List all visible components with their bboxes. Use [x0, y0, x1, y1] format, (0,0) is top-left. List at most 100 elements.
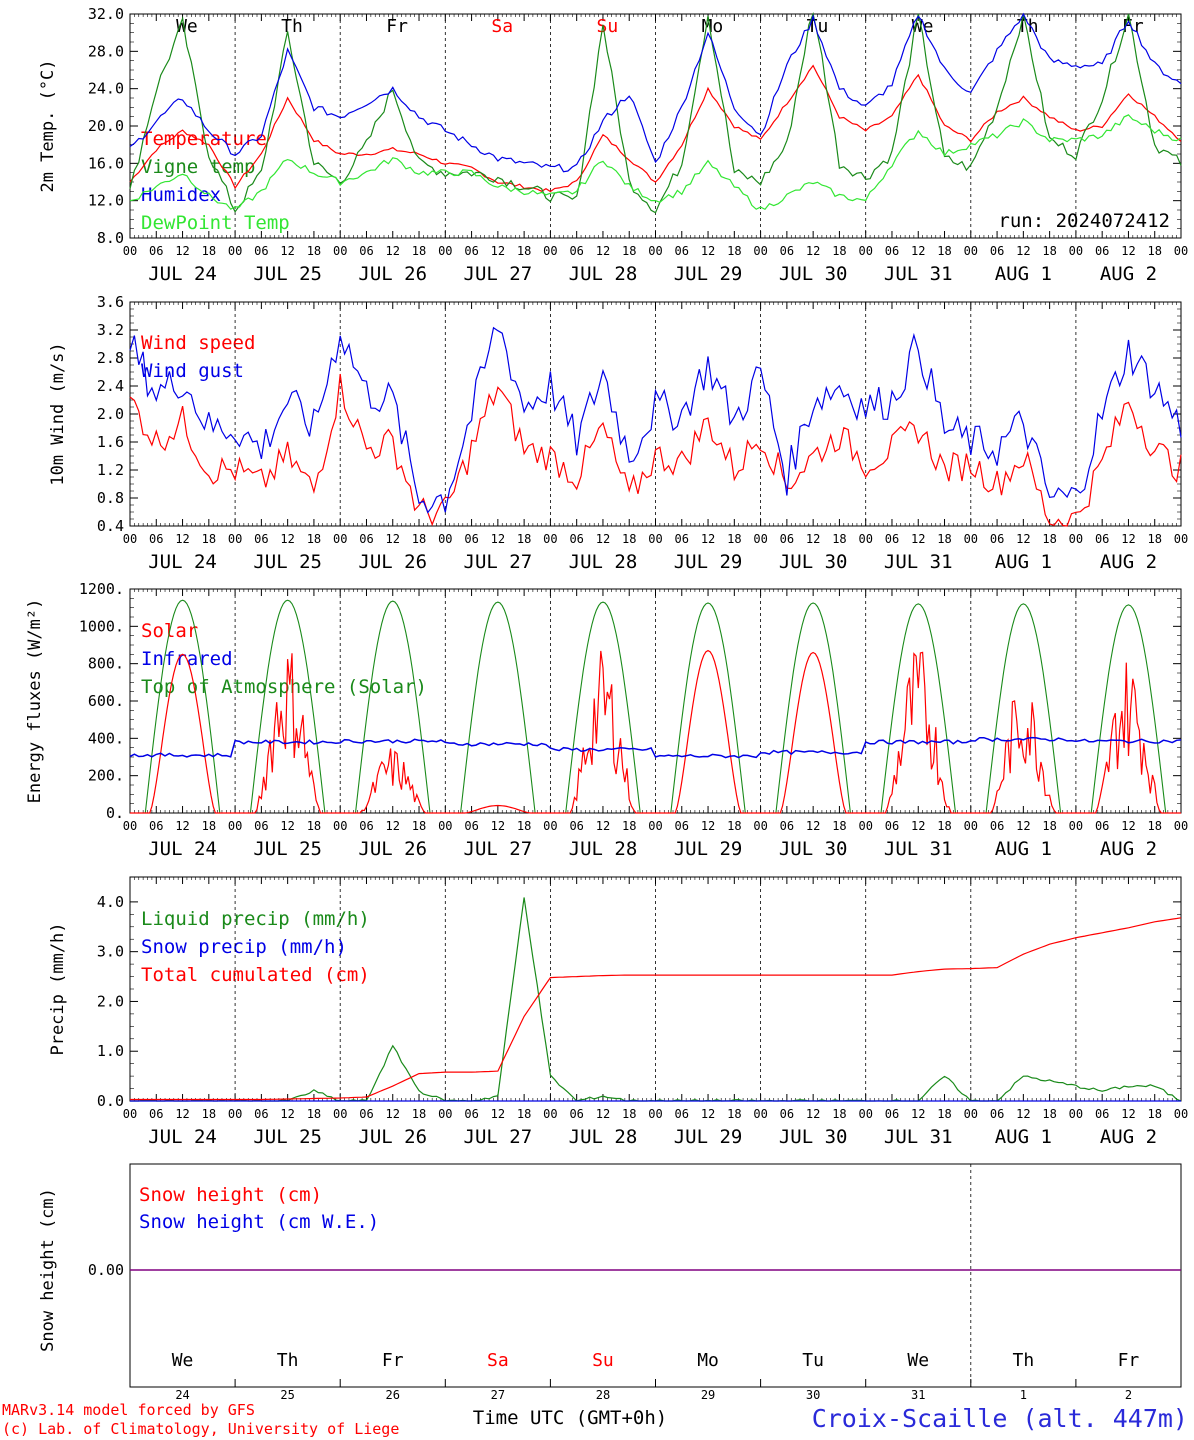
- date-label: JUL 24: [148, 838, 217, 860]
- hour-label: 06: [359, 244, 373, 258]
- hour-label: 06: [359, 819, 373, 833]
- hour-label: 06: [1095, 244, 1109, 258]
- hour-label: 06: [359, 1107, 373, 1121]
- weekday-label: Su: [592, 1350, 614, 1371]
- hour-label: 18: [202, 532, 216, 546]
- day-number-label: 27: [491, 1388, 505, 1402]
- legend-wind-gust: Wind gust: [141, 360, 244, 382]
- day-number-label: 30: [806, 1388, 820, 1402]
- hour-label: 00: [1069, 819, 1083, 833]
- hour-label: 06: [780, 532, 794, 546]
- hour-label: 12: [386, 1107, 400, 1121]
- date-label: JUL 24: [148, 1126, 217, 1148]
- hour-label: 12: [491, 532, 505, 546]
- hour-label: 00: [1174, 244, 1188, 258]
- date-label: JUL 28: [569, 838, 638, 860]
- hour-label: 12: [806, 819, 820, 833]
- hour-label: 12: [806, 244, 820, 258]
- x-axis-title: Time UTC (GMT+0h): [473, 1407, 667, 1429]
- hour-label: 18: [517, 532, 531, 546]
- hour-label: 00: [333, 532, 347, 546]
- hour-label: 18: [412, 819, 426, 833]
- wind-ylabel: 10m Wind (m/s): [48, 342, 68, 485]
- hour-label: 00: [858, 532, 872, 546]
- hour-label: 06: [569, 244, 583, 258]
- weekday-label: Fr: [386, 16, 408, 37]
- date-label: AUG 2: [1100, 1126, 1157, 1148]
- hour-label: 18: [727, 1107, 741, 1121]
- wind-y-tick-label: 2.0: [97, 405, 124, 423]
- hour-label: 06: [464, 1107, 478, 1121]
- date-label: JUL 29: [674, 838, 743, 860]
- energy-frame: [129, 588, 1182, 814]
- hour-label: 06: [1095, 1107, 1109, 1121]
- hour-label: 00: [438, 532, 452, 546]
- day-number-label: 2: [1125, 1388, 1132, 1402]
- hour-label: 12: [701, 819, 715, 833]
- hour-label: 00: [123, 244, 137, 258]
- hour-label: 00: [438, 1107, 452, 1121]
- date-label: JUL 24: [148, 551, 217, 573]
- legend-humidex: Humidex: [141, 184, 221, 206]
- date-label: JUL 24: [148, 263, 217, 285]
- hour-label: 18: [202, 1107, 216, 1121]
- weekday-label: Tu: [802, 1350, 824, 1371]
- date-label: JUL 30: [779, 263, 848, 285]
- hour-label: 12: [596, 819, 610, 833]
- hour-label: 00: [228, 819, 242, 833]
- temp-y-tick-label: 20.0: [88, 117, 124, 135]
- precip-y-tick-label: 4.0: [97, 893, 124, 911]
- date-label: JUL 28: [569, 551, 638, 573]
- hour-label: 00: [543, 819, 557, 833]
- hour-label: 12: [1016, 819, 1030, 833]
- hour-label: 00: [648, 244, 662, 258]
- hour-label: 00: [753, 819, 767, 833]
- hour-label: 00: [753, 244, 767, 258]
- hour-label: 00: [1174, 1107, 1188, 1121]
- date-label: JUL 29: [674, 263, 743, 285]
- hour-label: 06: [464, 532, 478, 546]
- hour-label: 00: [123, 819, 137, 833]
- hour-label: 12: [1016, 1107, 1030, 1121]
- hour-label: 06: [569, 532, 583, 546]
- date-label: AUG 2: [1100, 263, 1157, 285]
- hour-label: 18: [622, 1107, 636, 1121]
- hour-label: 00: [1069, 244, 1083, 258]
- hour-label: 06: [359, 532, 373, 546]
- hour-label: 06: [780, 1107, 794, 1121]
- hour-label: 12: [1121, 819, 1135, 833]
- date-label: JUL 27: [464, 1126, 533, 1148]
- hour-label: 12: [175, 532, 189, 546]
- hour-label: 00: [228, 1107, 242, 1121]
- hour-label: 06: [885, 1107, 899, 1121]
- hour-label: 12: [1016, 532, 1030, 546]
- date-label: JUL 31: [884, 551, 953, 573]
- date-label: JUL 25: [253, 1126, 322, 1148]
- hour-label: 06: [254, 244, 268, 258]
- hour-label: 06: [464, 244, 478, 258]
- temperature-panel: 2m Temp. (°C) run: 2024072412 Temperatur…: [38, 5, 1188, 285]
- wind-y-tick-label: 1.2: [97, 461, 124, 479]
- hour-label: 18: [832, 532, 846, 546]
- hour-label: 12: [701, 532, 715, 546]
- legend-snow-height: Snow height (cm): [139, 1184, 322, 1206]
- weekday-label: Mo: [697, 1350, 719, 1371]
- hour-label: 00: [964, 244, 978, 258]
- hour-label: 06: [149, 819, 163, 833]
- energy-y-tick-label: 200.: [88, 767, 124, 785]
- credit-line-2: (c) Lab. of Climatology, University of L…: [2, 1420, 399, 1438]
- hour-label: 12: [491, 1107, 505, 1121]
- hour-label: 12: [280, 244, 294, 258]
- hour-label: 06: [675, 244, 689, 258]
- energy-y-tick-label: 600.: [88, 692, 124, 710]
- day-number-label: 1: [1020, 1388, 1027, 1402]
- legend-total-cumulated: Total cumulated (cm): [141, 964, 370, 986]
- hour-label: 06: [254, 532, 268, 546]
- hour-label: 06: [569, 819, 583, 833]
- hour-label: 18: [937, 244, 951, 258]
- hour-label: 06: [149, 244, 163, 258]
- hour-label: 00: [1174, 532, 1188, 546]
- humidex-line: [129, 12, 1182, 173]
- weekday-label: We: [907, 1350, 929, 1371]
- legend-snow-height-we: Snow height (cm W.E.): [139, 1211, 379, 1233]
